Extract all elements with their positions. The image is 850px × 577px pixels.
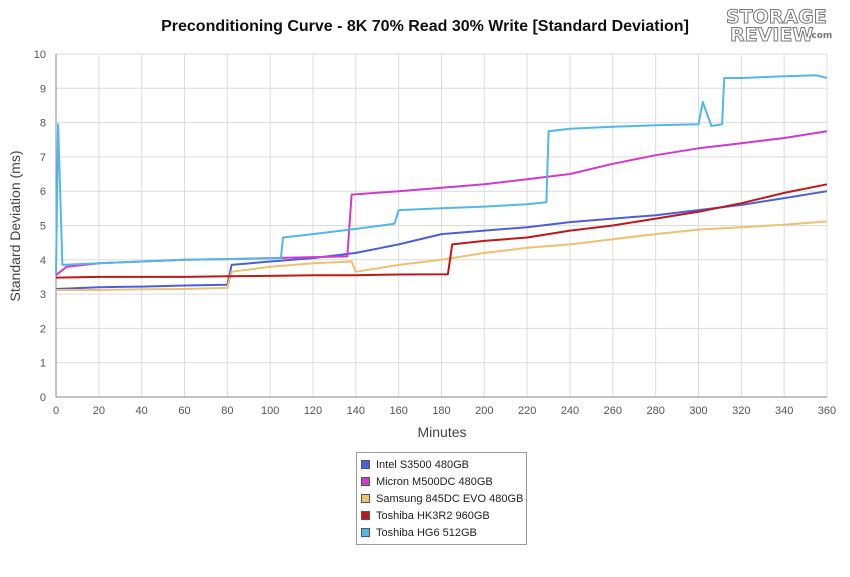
series-line-4: [55, 74, 828, 274]
series-line-3: [55, 183, 828, 279]
x-tick-label: 140: [347, 405, 365, 417]
x-tick-label: 40: [136, 405, 148, 417]
legend-item: Toshiba HK3R2 960GB: [361, 507, 526, 524]
legend-item: Intel S3500 480GB: [361, 456, 526, 473]
legend-item: Toshiba HG6 512GB: [361, 524, 526, 541]
storage-review-logo: STORAGE REVIEW .com: [726, 6, 833, 47]
chart-legend: Intel S3500 480GB Micron M500DC 480GB Sams…: [356, 452, 527, 545]
legend-label: Toshiba HG6 512GB: [376, 526, 477, 539]
x-tick-label: 240: [561, 405, 579, 417]
y-tick-label: 8: [40, 118, 46, 130]
series-line-0: [55, 190, 828, 290]
y-tick-label: 0: [40, 392, 46, 404]
x-tick-label: 180: [432, 405, 450, 417]
y-tick-label: 7: [40, 152, 46, 164]
x-tick-label: 0: [53, 405, 59, 417]
y-axis-label: Standard Deviation (ms): [7, 151, 23, 302]
legend-label: Toshiba HK3R2 960GB: [376, 509, 490, 522]
chart-title: Preconditioning Curve - 8K 70% Read 30% …: [161, 18, 689, 35]
legend-label: Micron M500DC 480GB: [376, 475, 493, 488]
series-line-2: [56, 220, 828, 291]
x-tick-label: 300: [689, 405, 707, 417]
legend-item: Micron M500DC 480GB: [361, 473, 526, 490]
x-axis-label: Minutes: [417, 424, 466, 440]
x-tick-label: 120: [304, 405, 322, 417]
y-tick-label: 2: [40, 323, 46, 335]
y-tick-label: 3: [40, 289, 46, 301]
grid-lines: [55, 53, 828, 398]
x-tick-label: 20: [93, 405, 105, 417]
series-layer: [55, 74, 828, 291]
x-tick-label: 320: [732, 405, 750, 417]
x-tick-label: 220: [518, 405, 536, 417]
x-tick-label: 280: [646, 405, 664, 417]
x-tick-label: 60: [178, 405, 190, 417]
legend-swatch: [361, 528, 370, 537]
x-tick-label: 80: [221, 405, 233, 417]
legend-swatch: [361, 511, 370, 520]
y-tick-label: 1: [40, 358, 46, 370]
y-tick-label: 10: [34, 49, 46, 61]
x-tick-label: 360: [818, 405, 836, 417]
y-tick-label: 6: [40, 186, 46, 198]
y-tick-label: 5: [40, 221, 46, 233]
x-tick-label: 340: [775, 405, 793, 417]
x-tick-label: 200: [475, 405, 493, 417]
legend-swatch: [361, 494, 370, 503]
legend-swatch: [361, 477, 370, 486]
x-tick-label: 260: [604, 405, 622, 417]
y-tick-label: 9: [40, 83, 46, 95]
legend-swatch: [361, 460, 370, 469]
legend-item: Samsung 845DC EVO 480GB: [361, 490, 526, 507]
legend-label: Intel S3500 480GB: [376, 458, 469, 471]
x-tick-label: 100: [261, 405, 279, 417]
x-tick-label: 160: [389, 405, 407, 417]
y-tick-label: 4: [40, 255, 46, 267]
legend-label: Samsung 845DC EVO 480GB: [376, 492, 524, 505]
